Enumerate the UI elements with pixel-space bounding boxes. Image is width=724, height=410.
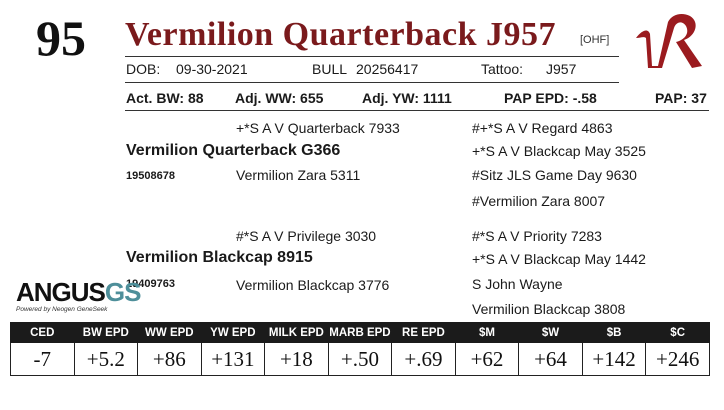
sire-dam: Vermilion Zara 5311 <box>236 167 361 183</box>
info-rule <box>125 82 619 83</box>
epd-header: MARB EPD <box>327 322 393 343</box>
epd-header-row: CED BW EPD WW EPD YW EPD MILK EPD MARB E… <box>10 322 710 343</box>
birth-weight: Act. BW: 88 <box>126 90 204 106</box>
animal-name: Vermilion Quarterback J957 <box>125 16 557 53</box>
tattoo-label: Tattoo: <box>481 61 524 77</box>
yearling-weight: Adj. YW: 1111 <box>362 90 452 106</box>
epd-header: WW EPD <box>137 322 202 343</box>
animal-tag: [OHF] <box>580 34 610 46</box>
dob-label: DOB: <box>126 61 161 77</box>
sire-dam-sire: #Sitz JLS Game Day 9630 <box>472 167 637 183</box>
header-rule <box>125 56 619 57</box>
epd-header: CED <box>10 322 75 343</box>
lot-number: 95 <box>36 10 86 66</box>
epd-value: +131 <box>200 342 266 376</box>
epd-value: +5.2 <box>73 342 139 376</box>
epd-table: CED BW EPD WW EPD YW EPD MILK EPD MARB E… <box>10 322 710 376</box>
epd-value: +62 <box>454 342 520 376</box>
epd-value: +.69 <box>391 342 456 376</box>
epd-value: -7 <box>10 342 75 376</box>
vr-brand-logo-icon <box>636 14 702 68</box>
dob-value: 09-30-2021 <box>176 61 248 77</box>
epd-header: MILK EPD <box>264 322 329 343</box>
angus-logo-sub: Powered by Neogen GeneSeek <box>16 306 108 313</box>
sire-sire: +*S A V Quarterback 7933 <box>236 120 400 136</box>
angus-gs-logo-icon: ANGUSGS Powered by Neogen GeneSeek <box>16 277 141 320</box>
dam-name: Vermilion Blackcap 8915 <box>126 249 313 266</box>
epd-header: $C <box>645 322 710 343</box>
epd-header: $M <box>454 322 520 343</box>
dam-dam-dam: Vermilion Blackcap 3808 <box>472 301 626 317</box>
sire-registration: 19508678 <box>126 170 175 182</box>
epd-value: +64 <box>518 342 583 376</box>
weaning-weight: Adj. WW: 655 <box>235 90 324 106</box>
epd-header: BW EPD <box>73 322 139 343</box>
pap-epd: PAP EPD: -.58 <box>504 90 597 106</box>
dam-dam: Vermilion Blackcap 3776 <box>236 277 390 293</box>
epd-value: +.50 <box>327 342 393 376</box>
epd-value: +86 <box>137 342 202 376</box>
sire-name: Vermilion Quarterback G366 <box>126 142 341 159</box>
pap: PAP: 37 <box>655 90 707 106</box>
epd-value: +18 <box>264 342 329 376</box>
angus-logo-text: ANGUS <box>16 277 106 307</box>
dam-sire-sire: #*S A V Priority 7283 <box>472 228 602 244</box>
epd-value: +142 <box>581 342 647 376</box>
registration-number: 20256417 <box>356 61 419 77</box>
dam-registration: 19409763 <box>126 278 175 290</box>
epd-header: $B <box>581 322 647 343</box>
sex-label: BULL <box>312 61 348 77</box>
dam-sire-dam: +*S A V Blackcap May 1442 <box>472 251 646 267</box>
epd-header: RE EPD <box>391 322 456 343</box>
dam-sire: #*S A V Privilege 3030 <box>236 228 377 244</box>
dam-dam-sire: S John Wayne <box>472 276 563 292</box>
gs-logo-text: GS <box>104 277 142 307</box>
epd-value-row: -7 +5.2 +86 +131 +18 +.50 +.69 +62 +64 +… <box>10 342 710 376</box>
sire-dam-dam: #Vermilion Zara 8007 <box>472 193 606 209</box>
stats-rule <box>125 110 709 111</box>
sire-sire-sire: #+*S A V Regard 4863 <box>472 120 613 136</box>
tattoo-value: J957 <box>546 61 577 77</box>
epd-header: $W <box>518 322 583 343</box>
sire-sire-dam: +*S A V Blackcap May 3525 <box>472 143 646 159</box>
epd-value: +246 <box>645 342 710 376</box>
epd-header: YW EPD <box>200 322 266 343</box>
